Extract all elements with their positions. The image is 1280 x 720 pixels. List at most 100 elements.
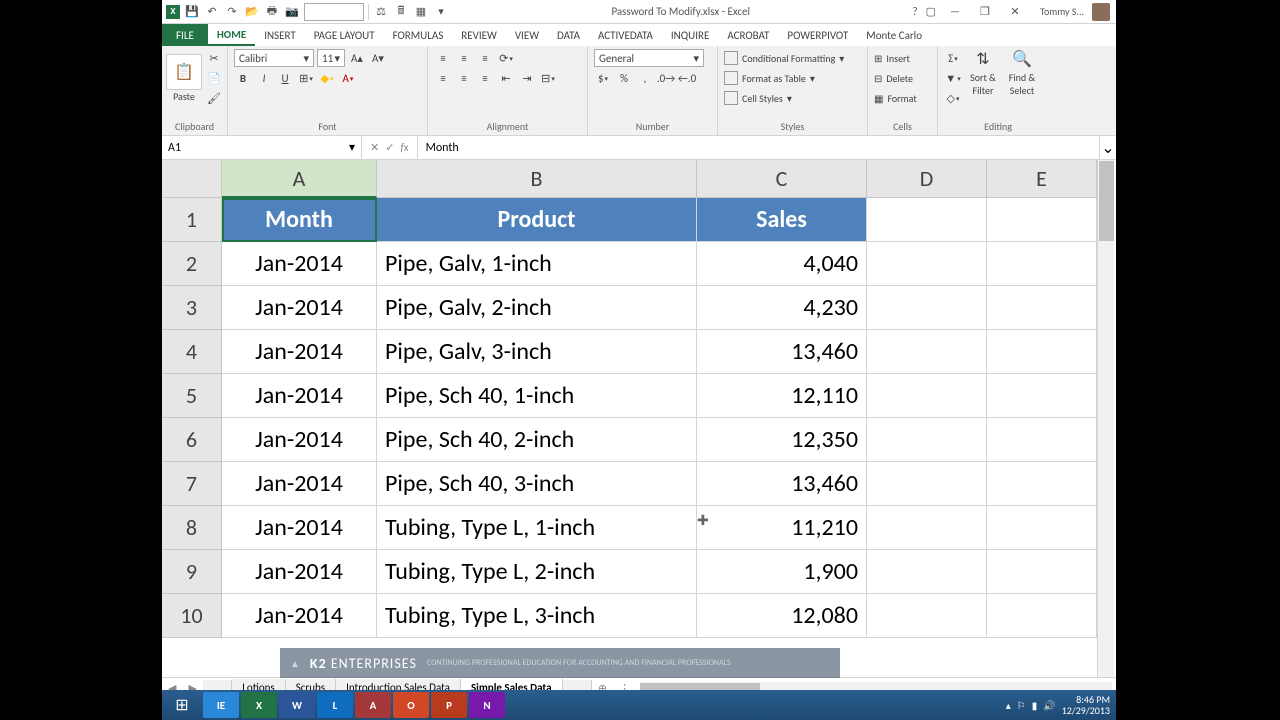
cell-e2[interactable] xyxy=(987,242,1097,286)
cell-e4[interactable] xyxy=(987,330,1097,374)
decrease-decimal-icon[interactable]: ←.0 xyxy=(678,69,696,87)
cell-e3[interactable] xyxy=(987,286,1097,330)
format-as-table-button[interactable]: Format as Table▾ xyxy=(724,69,861,87)
cell-c4[interactable]: 13,460 xyxy=(697,330,867,374)
help-icon[interactable]: ? xyxy=(912,5,917,18)
cell-c7[interactable]: 13,460 xyxy=(697,462,867,506)
ribbon-display-icon[interactable]: ▢ xyxy=(926,5,936,18)
row-header-4[interactable]: 4 xyxy=(162,330,222,374)
border-button[interactable]: ⊞ xyxy=(297,69,315,87)
underline-button[interactable]: U xyxy=(276,69,294,87)
cell-a10[interactable]: Jan-2014 xyxy=(222,594,377,638)
column-header-B[interactable]: B xyxy=(377,160,697,198)
fx-icon[interactable]: fx xyxy=(400,141,408,154)
cell-d1[interactable] xyxy=(867,198,987,242)
cell-styles-button[interactable]: Cell Styles▾ xyxy=(724,89,861,107)
row-header-9[interactable]: 9 xyxy=(162,550,222,594)
spreadsheet-grid[interactable]: ABCDE1MonthProductSales2Jan-2014Pipe, Ga… xyxy=(162,160,1097,677)
tab-review[interactable]: REVIEW xyxy=(452,24,506,46)
tab-inquire[interactable]: INQUIRE xyxy=(662,24,718,46)
cell-e5[interactable] xyxy=(987,374,1097,418)
qat-save-icon[interactable]: 💾 xyxy=(184,4,200,20)
qat-calc-icon[interactable]: 🖩 xyxy=(393,4,409,20)
merge-icon[interactable]: ⊟ xyxy=(539,69,557,87)
cell-e10[interactable] xyxy=(987,594,1097,638)
qat-print-icon[interactable]: 🖶 xyxy=(264,4,280,20)
font-color-button[interactable]: A xyxy=(339,69,357,87)
user-avatar[interactable] xyxy=(1092,3,1110,21)
close-button[interactable]: ✕ xyxy=(1004,3,1026,21)
column-header-C[interactable]: C xyxy=(697,160,867,198)
tab-acrobat[interactable]: ACROBAT xyxy=(718,24,778,46)
taskbar-app-l[interactable]: L xyxy=(317,692,353,718)
cell-e6[interactable] xyxy=(987,418,1097,462)
cell-e8[interactable] xyxy=(987,506,1097,550)
percent-icon[interactable]: % xyxy=(615,69,633,87)
tab-formulas[interactable]: FORMULAS xyxy=(384,24,453,46)
cell-b2[interactable]: Pipe, Galv, 1-inch xyxy=(377,242,697,286)
shrink-font-icon[interactable]: A▾ xyxy=(369,49,387,67)
cell-c6[interactable]: 12,350 xyxy=(697,418,867,462)
cell-b10[interactable]: Tubing, Type L, 3-inch xyxy=(377,594,697,638)
autosum-icon[interactable]: Σ xyxy=(944,49,962,67)
cut-icon[interactable]: ✂ xyxy=(205,49,223,67)
cell-e7[interactable] xyxy=(987,462,1097,506)
align-top-icon[interactable]: ≡ xyxy=(434,49,452,67)
taskbar-app-p[interactable]: P xyxy=(431,692,467,718)
cell-c2[interactable]: 4,040 xyxy=(697,242,867,286)
tray-volume-icon[interactable]: 🔊 xyxy=(1043,699,1055,712)
taskbar-app-o[interactable]: O xyxy=(393,692,429,718)
grow-font-icon[interactable]: A▴ xyxy=(348,49,366,67)
tab-insert[interactable]: INSERT xyxy=(255,24,305,46)
select-all-corner[interactable] xyxy=(162,160,222,198)
tray-up-icon[interactable]: ▴ xyxy=(1006,699,1011,712)
cell-a2[interactable]: Jan-2014 xyxy=(222,242,377,286)
cell-a5[interactable]: Jan-2014 xyxy=(222,374,377,418)
formula-bar[interactable]: Month xyxy=(418,136,1099,159)
taskbar-app-w[interactable]: W xyxy=(279,692,315,718)
cell-c8[interactable]: 11,210 xyxy=(697,506,867,550)
qat-form-icon[interactable]: ▦ xyxy=(413,4,429,20)
format-button[interactable]: ▦ Format xyxy=(874,89,931,107)
cell-c5[interactable]: 12,110 xyxy=(697,374,867,418)
fill-color-button[interactable]: ◆ xyxy=(318,69,336,87)
accounting-icon[interactable]: $ xyxy=(594,69,612,87)
file-tab[interactable]: FILE xyxy=(162,24,208,46)
cell-c10[interactable]: 12,080 xyxy=(697,594,867,638)
number-format-combo[interactable]: General▾ xyxy=(594,49,704,67)
enter-formula-icon[interactable]: ✓ xyxy=(385,141,394,154)
align-bottom-icon[interactable]: ≡ xyxy=(476,49,494,67)
cell-c1[interactable]: Sales xyxy=(697,198,867,242)
qat-scale-icon[interactable]: ⚖ xyxy=(373,4,389,20)
conditional-formatting-button[interactable]: Conditional Formatting▾ xyxy=(724,49,861,67)
system-clock[interactable]: 8:46 PM 12/29/2013 xyxy=(1062,694,1110,716)
cell-d9[interactable] xyxy=(867,550,987,594)
orientation-icon[interactable]: ⟳ xyxy=(497,49,515,67)
indent-dec-icon[interactable]: ⇤ xyxy=(497,69,515,87)
row-header-6[interactable]: 6 xyxy=(162,418,222,462)
align-left-icon[interactable]: ≡ xyxy=(434,69,452,87)
qat-redo-icon[interactable]: ↷ xyxy=(224,4,240,20)
cancel-formula-icon[interactable]: ✕ xyxy=(370,141,379,154)
cell-d2[interactable] xyxy=(867,242,987,286)
align-center-icon[interactable]: ≡ xyxy=(455,69,473,87)
column-header-A[interactable]: A xyxy=(222,160,377,198)
cell-a3[interactable]: Jan-2014 xyxy=(222,286,377,330)
increase-decimal-icon[interactable]: .0→ xyxy=(657,69,675,87)
indent-inc-icon[interactable]: ⇥ xyxy=(518,69,536,87)
cell-d5[interactable] xyxy=(867,374,987,418)
copy-icon[interactable]: 📄 xyxy=(205,69,223,87)
cell-d8[interactable] xyxy=(867,506,987,550)
format-painter-icon[interactable]: 🖌 xyxy=(205,89,223,107)
taskbar-app-a[interactable]: A xyxy=(355,692,391,718)
cell-b8[interactable]: Tubing, Type L, 1-inch xyxy=(377,506,697,550)
align-middle-icon[interactable]: ≡ xyxy=(455,49,473,67)
tab-powerpivot[interactable]: POWERPIVOT xyxy=(778,24,857,46)
sort-filter-button[interactable]: ⇅ Sort & Filter xyxy=(965,49,1001,97)
qat-dropdown-icon[interactable]: ▾ xyxy=(433,4,449,20)
cell-b1[interactable]: Product xyxy=(377,198,697,242)
formula-expand-icon[interactable]: ⌄ xyxy=(1099,136,1116,159)
tab-view[interactable]: VIEW xyxy=(506,24,548,46)
cell-a9[interactable]: Jan-2014 xyxy=(222,550,377,594)
cell-a8[interactable]: Jan-2014 xyxy=(222,506,377,550)
